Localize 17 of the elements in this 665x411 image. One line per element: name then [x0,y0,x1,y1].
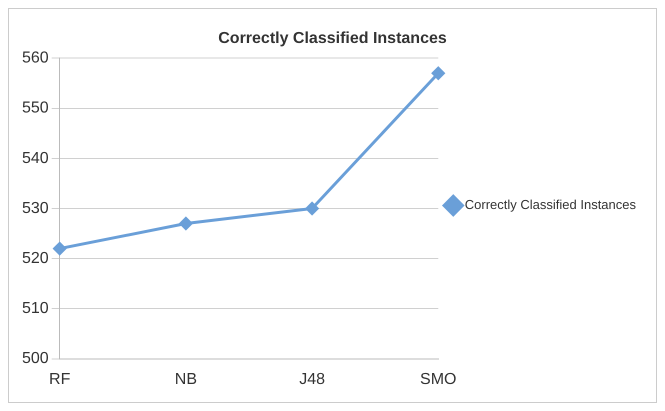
y-tick-label: 520 [22,250,49,268]
y-tick-label: 510 [22,300,49,318]
x-tick-label: J48 [299,370,326,388]
point [179,217,192,230]
chart-title: Correctly Classified Instances [218,30,447,48]
x-tick-label: NB [174,370,198,388]
y-tick-label: 540 [22,150,49,167]
x-tick-label: RF [49,370,71,388]
x-tick-label: SMO [420,370,456,388]
legend-label: Correctly Classified Instances [464,197,636,212]
y-tick-label: 550 [22,100,49,117]
point [53,242,66,256]
y-tick-label: 530 [22,200,49,217]
y-tick-label: 560 [22,50,49,67]
y-tick-label: 500 [22,350,49,368]
point [306,202,319,215]
point [432,66,445,80]
